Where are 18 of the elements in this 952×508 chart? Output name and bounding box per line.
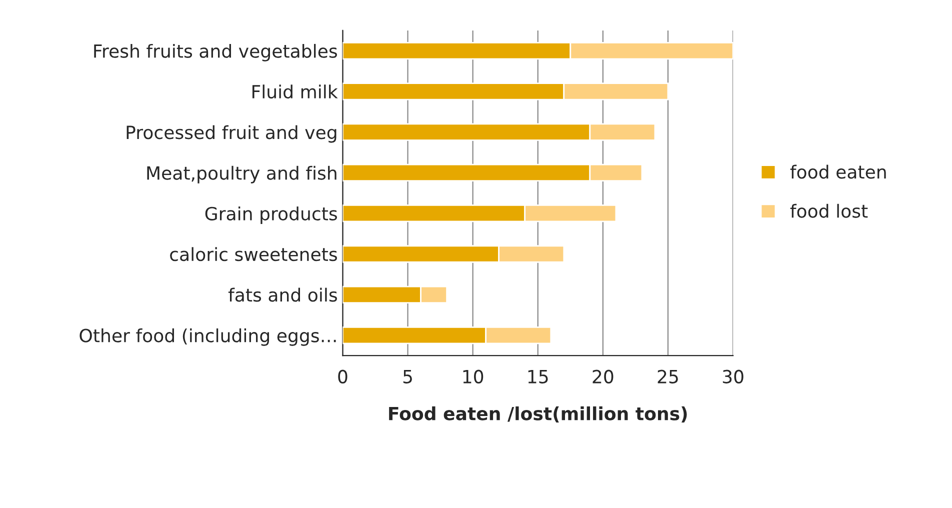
- legend-label: food eaten: [790, 164, 886, 179]
- y-tick-label: caloric sweetenets: [170, 247, 337, 262]
- y-tick-label: Grain products: [205, 206, 337, 224]
- x-tick-label: 10: [463, 370, 484, 384]
- x-axis-title: Food eaten /lost(million tons): [389, 406, 687, 423]
- x-tick-label: 25: [658, 370, 678, 384]
- x-tick-label: 30: [722, 370, 744, 384]
- x-tick-label: 0: [338, 370, 348, 384]
- y-tick-label: Fluid milk: [252, 84, 338, 99]
- x-tick-label: 15: [528, 370, 548, 384]
- x-tick-label: 20: [592, 370, 614, 384]
- y-tick-label: Processed fruit and veg: [126, 125, 336, 143]
- y-tick-label: Meat,poultry and fish: [147, 166, 336, 184]
- y-tick-label: Other food (including eggs…: [80, 328, 336, 346]
- x-tick-label: 5: [403, 370, 412, 384]
- y-tick-label: Fresh fruits and vegetables: [94, 44, 337, 62]
- y-tick-label: fats and oils: [228, 288, 337, 302]
- legend-label: food lost: [790, 204, 868, 218]
